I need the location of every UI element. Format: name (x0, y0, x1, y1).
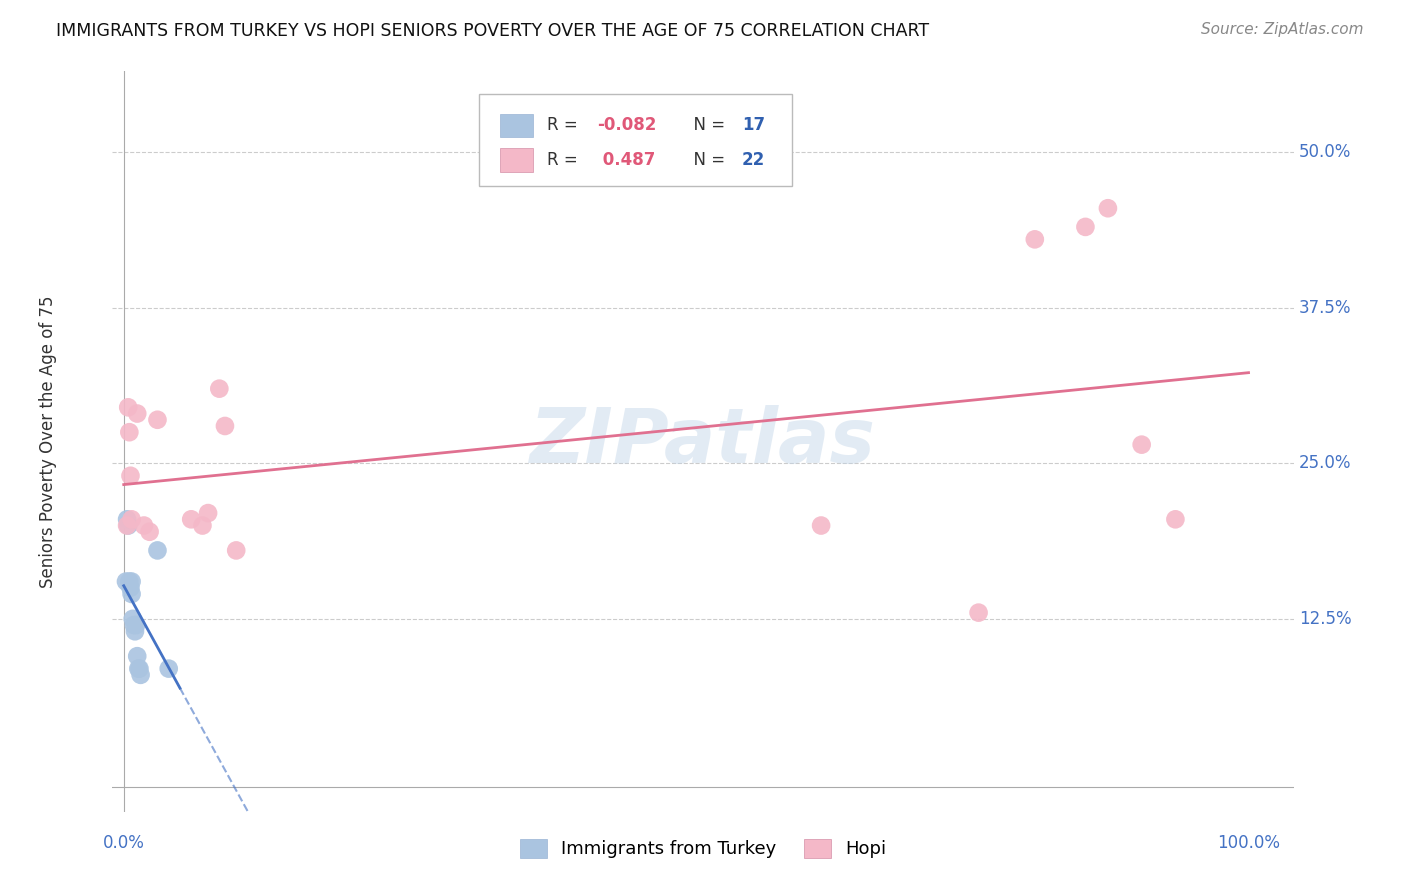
Text: ZIPatlas: ZIPatlas (530, 405, 876, 478)
Text: 37.5%: 37.5% (1299, 299, 1351, 317)
Text: IMMIGRANTS FROM TURKEY VS HOPI SENIORS POVERTY OVER THE AGE OF 75 CORRELATION CH: IMMIGRANTS FROM TURKEY VS HOPI SENIORS P… (56, 22, 929, 40)
Point (121, 587, 143, 601)
Point (157, 662, 180, 676)
Legend: Immigrants from Turkey, Hopi: Immigrants from Turkey, Hopi (513, 832, 893, 865)
Bar (501, 148, 533, 172)
Text: N =: N = (683, 152, 730, 169)
Text: R =: R = (547, 152, 583, 169)
Point (1130, 437, 1153, 451)
Point (146, 543, 169, 558)
Point (132, 518, 155, 533)
Point (214, 419, 236, 434)
Bar (501, 113, 533, 137)
Point (127, 649, 149, 664)
Point (115, 518, 138, 533)
Point (118, 574, 141, 589)
Text: 22: 22 (742, 152, 765, 169)
Point (122, 618, 145, 632)
Point (180, 512, 202, 526)
Point (225, 543, 247, 558)
Text: 17: 17 (742, 117, 765, 135)
Text: 50.0%: 50.0% (1299, 144, 1351, 161)
Text: R =: R = (547, 117, 583, 135)
Point (146, 413, 169, 427)
Point (121, 574, 143, 589)
Point (127, 662, 149, 676)
Point (127, 407, 149, 421)
Point (117, 518, 139, 533)
FancyBboxPatch shape (478, 94, 792, 186)
Text: 12.5%: 12.5% (1299, 610, 1351, 628)
Point (120, 468, 142, 483)
Point (810, 518, 832, 533)
Point (115, 574, 138, 589)
Point (1164, 512, 1187, 526)
Text: -0.082: -0.082 (596, 117, 657, 135)
Point (129, 668, 152, 682)
Point (115, 512, 138, 526)
Point (128, 662, 150, 676)
Point (191, 518, 214, 533)
Point (208, 382, 231, 396)
Text: N =: N = (683, 117, 730, 135)
Point (138, 524, 160, 539)
Point (124, 624, 146, 639)
Text: 25.0%: 25.0% (1299, 454, 1351, 473)
Text: Seniors Poverty Over the Age of 75: Seniors Poverty Over the Age of 75 (38, 295, 56, 588)
Text: 100.0%: 100.0% (1218, 834, 1279, 852)
Point (121, 512, 143, 526)
Point (118, 425, 141, 440)
Point (197, 506, 219, 520)
Point (967, 606, 990, 620)
Text: 0.0%: 0.0% (103, 834, 145, 852)
Point (1097, 201, 1119, 215)
Point (1024, 232, 1046, 246)
Point (121, 612, 143, 626)
Point (120, 581, 142, 595)
Point (117, 401, 139, 415)
Point (125, 618, 148, 632)
Text: Source: ZipAtlas.com: Source: ZipAtlas.com (1201, 22, 1364, 37)
Point (1074, 219, 1097, 234)
Text: 0.487: 0.487 (596, 152, 655, 169)
